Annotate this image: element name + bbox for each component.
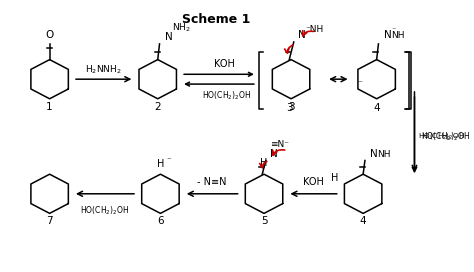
Text: 1: 1	[46, 102, 53, 112]
Text: Scheme 1: Scheme 1	[182, 13, 250, 26]
Text: N: N	[298, 30, 306, 40]
Text: KOH: KOH	[214, 60, 235, 69]
Text: H: H	[331, 173, 339, 183]
Text: NH$_2$: NH$_2$	[172, 22, 191, 34]
Text: N: N	[370, 149, 378, 159]
Text: N: N	[165, 32, 173, 42]
Text: NH: NH	[391, 31, 404, 40]
Text: 2: 2	[155, 102, 161, 112]
Text: N: N	[270, 149, 278, 159]
Text: 5: 5	[261, 216, 267, 226]
Text: ⁻NH: ⁻NH	[305, 25, 324, 34]
Text: O: O	[46, 30, 54, 40]
Text: 4: 4	[360, 216, 366, 226]
Text: 4: 4	[374, 103, 380, 113]
Text: H: H	[157, 159, 164, 169]
Text: HO(CH$_2$)$_2$OH: HO(CH$_2$)$_2$OH	[418, 131, 465, 141]
Text: 6: 6	[157, 216, 164, 226]
Text: H: H	[260, 158, 268, 168]
Text: ⁻: ⁻	[167, 156, 172, 165]
Text: 3: 3	[286, 103, 292, 113]
Text: ≡N⁻: ≡N⁻	[270, 140, 289, 149]
Text: ⁻: ⁻	[357, 80, 362, 89]
Text: HO(CH$_2$)$_2$OH: HO(CH$_2$)$_2$OH	[201, 89, 251, 102]
Text: KOH: KOH	[303, 177, 324, 187]
Text: HO(CH$_2$)$_2$OH: HO(CH$_2$)$_2$OH	[81, 204, 129, 217]
Text: - N≡N: - N≡N	[198, 177, 227, 187]
Text: ⁻: ⁻	[391, 25, 395, 34]
Text: 3: 3	[288, 102, 294, 112]
Text: NH: NH	[378, 150, 391, 159]
Text: HO(CH$_2$)$_2$OH: HO(CH$_2$)$_2$OH	[421, 130, 470, 143]
Text: 7: 7	[46, 216, 53, 226]
Text: H$_2$NNH$_2$: H$_2$NNH$_2$	[85, 63, 122, 76]
Text: N: N	[384, 30, 392, 40]
